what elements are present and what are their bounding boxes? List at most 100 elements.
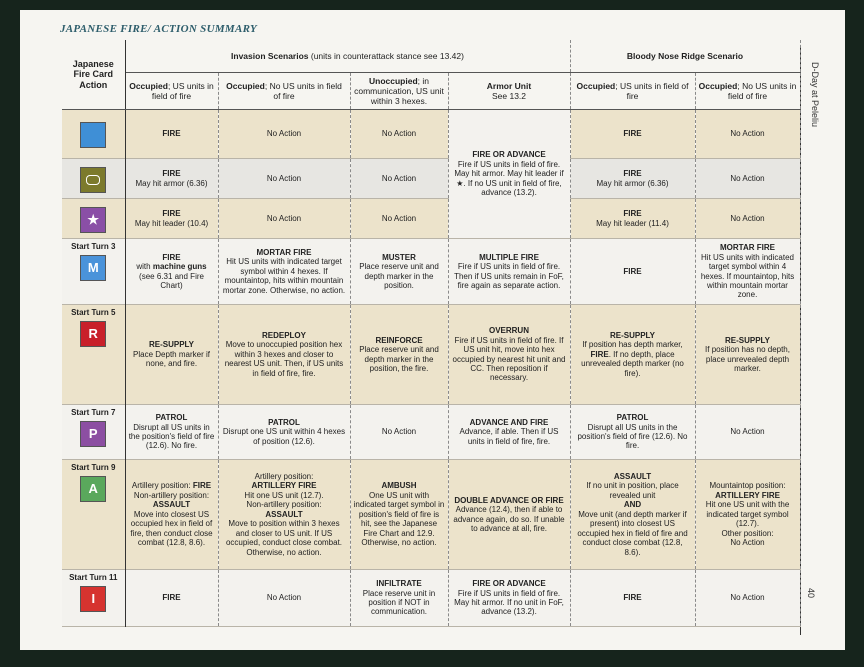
card-symbol: R <box>88 326 98 342</box>
text: No Action <box>381 129 417 139</box>
table-row: FIRE May hit armor (6.36) No Action No Acti… <box>62 158 801 199</box>
text: Mountaintop position: <box>709 481 786 491</box>
action-cell: MORTAR FIRE Hit US units with indicated t… <box>218 238 351 305</box>
fire-card: ★ <box>80 206 107 233</box>
page-title: JAPANESE FIRE/ ACTION SUMMARY <box>60 23 258 35</box>
bold-text: Invasion Scenarios <box>231 50 309 61</box>
text: Artillery position: <box>254 472 314 482</box>
text: May hit leader (11.4) <box>596 218 669 228</box>
bold-text: FIRE <box>623 266 642 276</box>
bold-text: PATROL <box>616 413 649 423</box>
text: Place reserve unit and depth marker in t… <box>359 262 439 290</box>
text: Advance, if able. Then if US units in fi… <box>459 427 559 446</box>
action-cell: No Action <box>350 109 449 159</box>
bold-text: ADVANCE AND FIRE <box>469 417 549 427</box>
card-cell: Start Turn 7 P <box>62 404 126 460</box>
card-cell <box>62 158 126 199</box>
action-cell: Artillery position: FIRE Non-artillery po… <box>125 459 219 570</box>
action-table: Japanese Fire Card Action Invasion Scenar… <box>62 40 801 627</box>
card-cell: Start Turn 3 M <box>62 238 126 305</box>
text: See 13.2 <box>491 91 527 101</box>
bold-text: FIRE <box>623 593 642 603</box>
text: Disrupt all US units in the position's f… <box>128 422 215 451</box>
bold-text: FIRE <box>162 129 181 139</box>
text: (units in counterattack stance see 13.42… <box>308 50 464 61</box>
turn-label: Start Turn 11 <box>69 573 118 582</box>
text: No Action <box>381 173 417 183</box>
text: Disrupt one US unit within 4 hexes of po… <box>222 427 346 446</box>
bold-text: RE-SUPPLY <box>724 335 771 345</box>
side-title: D-Day at Peleliu <box>810 62 820 128</box>
action-cell: MULTIPLE FIRE Fire if US units in field o… <box>448 238 571 305</box>
column-header: Occupied; No US units in field of fire <box>695 72 801 110</box>
text: No Action <box>730 129 765 139</box>
text: Hit one US unit (12.7). <box>244 490 324 500</box>
action-cell: FIRE May hit armor (6.36) <box>570 158 696 199</box>
bold-text: FIRE <box>162 209 181 219</box>
card-cell: ★ <box>62 198 126 239</box>
action-cell: RE-SUPPLY If position has depth marker, F… <box>570 304 696 405</box>
bold-text: MORTAR FIRE <box>256 247 312 257</box>
table-row: Start Turn 11 I FIRE No Action INFILTRATE Pla… <box>62 569 801 627</box>
bold-text: INFILTRATE <box>376 579 422 589</box>
action-cell: FIRE <box>570 569 696 627</box>
text: Disrupt all US units in the position's f… <box>577 422 688 451</box>
action-cell: PATROL Disrupt one US unit within 4 hexes… <box>218 404 351 460</box>
action-cell: PATROL Disrupt all US units in the positi… <box>570 404 696 460</box>
text: Move to position within 3 hexes and clos… <box>225 519 343 557</box>
fire-card: R <box>80 321 107 348</box>
card-symbol: ★ <box>87 211 100 227</box>
bold-text: MULTIPLE FIRE <box>479 252 539 262</box>
text: Place reserve unit in position if NOT in… <box>362 588 436 617</box>
text: May hit armor (6.36) <box>135 178 208 188</box>
text: Move unit (and depth marker if present) … <box>577 509 688 557</box>
text: If no unit in position, place revealed u… <box>586 481 679 500</box>
action-cell: REDEPLOY Move to unoccupied position hex … <box>218 304 351 405</box>
bold-text: Occupied <box>129 80 168 91</box>
action-cell: No Action <box>218 569 351 627</box>
text: Non-artillery position: <box>246 500 322 510</box>
text: No Action <box>730 427 765 437</box>
bold-text: FIRE <box>623 129 642 139</box>
text: ; No US units in field of fire <box>264 80 342 101</box>
table-row: Start Turn 9 A Artillery position: FIRE Non… <box>62 459 801 570</box>
bold-text: RE-SUPPLY <box>609 330 656 340</box>
fire-card: M <box>80 255 107 282</box>
action-cell: No Action <box>350 158 449 199</box>
bold-text: FIRE OR ADVANCE <box>472 150 546 160</box>
bold-text: ARTILLERY FIRE <box>251 481 317 491</box>
text: No Action <box>730 538 765 548</box>
fire-card <box>80 166 107 193</box>
bold-text: Occupied <box>576 80 616 91</box>
action-cell: No Action <box>695 569 801 627</box>
fire-card <box>80 122 107 148</box>
action-cell: AMBUSH One US unit with indicated target … <box>350 459 449 570</box>
text: Hit one US unit with the indicated targe… <box>705 500 790 529</box>
action-cell: FIRE <box>125 569 219 627</box>
bold-text: AND <box>623 500 642 510</box>
turn-label: Start Turn 3 <box>71 242 116 251</box>
action-cell: ADVANCE AND FIRE Advance, if able. Then i… <box>448 404 571 460</box>
bold-text: MUSTER <box>382 252 416 262</box>
bold-text: PATROL <box>155 413 188 423</box>
bold-text: Armor Unit <box>486 80 532 91</box>
text: No Action <box>730 173 765 183</box>
action-cell: No Action <box>350 404 449 460</box>
text: Move to unoccupied position hex within 3… <box>224 340 344 378</box>
action-cell: RE-SUPPLY If position has no depth, place… <box>695 304 801 405</box>
text: Advance (12.4), then if able to advance … <box>453 505 565 533</box>
text: with <box>136 262 153 272</box>
bold-text: FIRE <box>623 209 642 219</box>
action-cell: OVERRUN Fire if US units in field of fire… <box>448 304 571 405</box>
text: May hit leader (10.4) <box>134 218 209 228</box>
paper: JAPANESE FIRE/ ACTION SUMMARY D-Day at P… <box>20 10 845 650</box>
action-cell: FIRE <box>570 238 696 305</box>
fire-card: I <box>80 586 107 613</box>
bold-text: ARTILLERY FIRE <box>715 490 780 500</box>
action-cell: FIRE <box>570 109 696 159</box>
turn-label: Start Turn 7 <box>71 408 116 417</box>
action-cell: FIRE OR ADVANCE Fire if US units in field… <box>448 569 571 627</box>
text: No Action <box>266 129 302 139</box>
bold-text: PATROL <box>268 417 300 427</box>
